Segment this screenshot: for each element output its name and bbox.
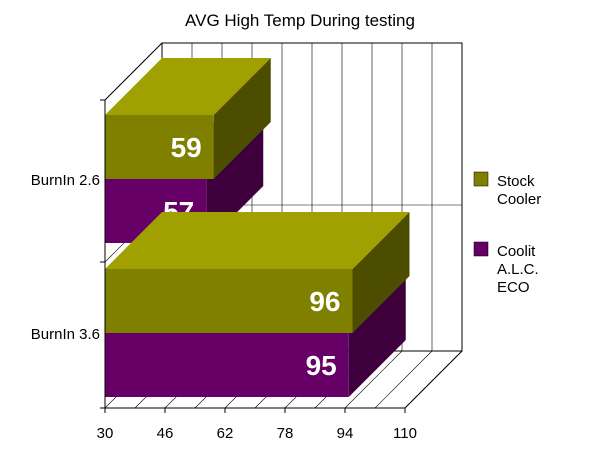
legend-swatch [473, 171, 489, 187]
legend-label: Stock Cooler [497, 173, 541, 208]
legend-swatch [473, 241, 489, 257]
bar-side [352, 212, 410, 333]
chart-legend: Stock Cooler Coolit A.L.C. ECO [473, 171, 541, 296]
chart-axes: 30 46 62 78 94 110 BurnIn 2.6 BurnIn 3.6 [31, 99, 417, 442]
bar-front [105, 269, 353, 333]
bar-side [348, 276, 406, 397]
bar-front [105, 333, 349, 397]
x-tick-label: 30 [97, 425, 114, 442]
x-tick-label: 46 [157, 425, 174, 442]
bar-front [105, 115, 214, 179]
x-tick-label: 110 [393, 425, 417, 442]
chart-title: AVG High Temp During testing [185, 11, 415, 30]
floor-gridline [344, 350, 403, 409]
x-tick-label: 62 [217, 425, 234, 442]
floor-gridline [404, 350, 463, 409]
data-label: 95 [306, 350, 337, 381]
bar-side [213, 58, 271, 179]
legend-label: Coolit A.L.C. ECO [497, 243, 539, 296]
data-label: 96 [309, 286, 340, 317]
bar-top [105, 212, 410, 269]
wall-edge-top [104, 42, 163, 101]
x-tick-label: 78 [277, 425, 294, 442]
x-tick-label: 94 [337, 425, 354, 442]
bar-top [105, 58, 271, 115]
data-label: 59 [171, 132, 202, 163]
floor-gridline [374, 350, 433, 409]
category-label: BurnIn 2.6 [31, 172, 100, 189]
category-label: BurnIn 3.6 [31, 326, 100, 343]
